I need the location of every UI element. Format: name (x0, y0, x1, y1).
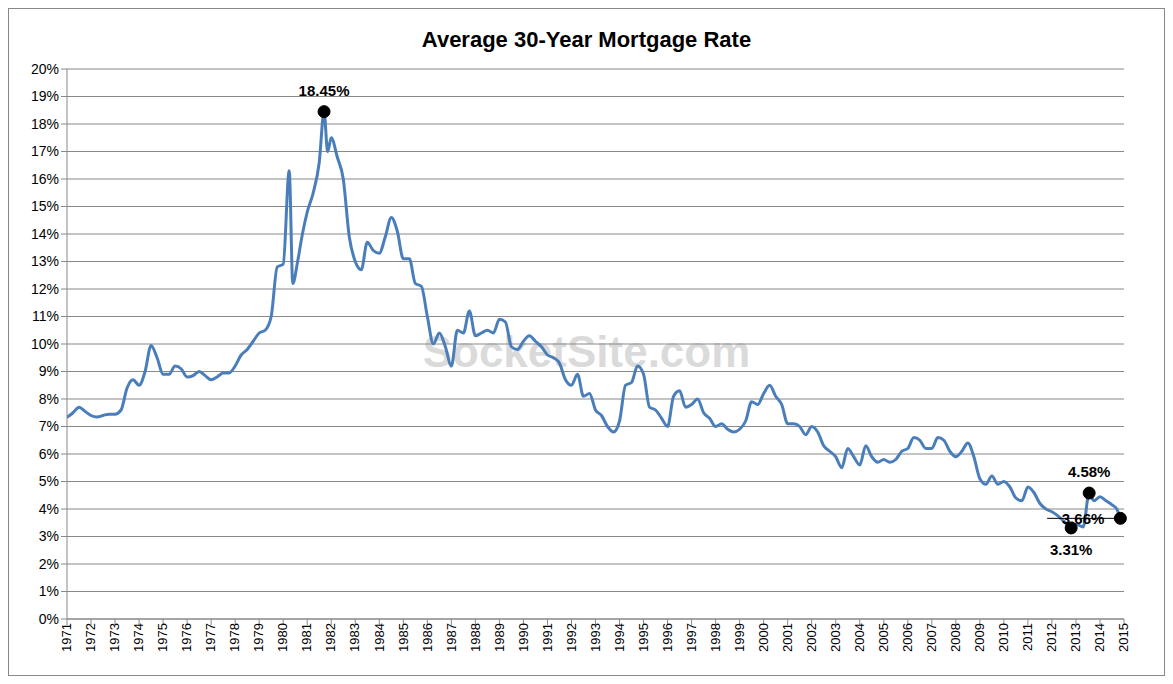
svg-text:2008: 2008 (948, 623, 963, 652)
svg-text:1971: 1971 (59, 623, 74, 652)
svg-text:1976: 1976 (179, 623, 194, 652)
svg-text:1973: 1973 (107, 623, 122, 652)
svg-text:20%: 20% (31, 61, 59, 77)
svg-text:1996: 1996 (660, 623, 675, 652)
svg-text:1990: 1990 (516, 623, 531, 652)
svg-text:2009: 2009 (972, 623, 987, 652)
svg-text:1997: 1997 (684, 623, 699, 652)
svg-text:3.66%: 3.66% (1062, 510, 1105, 527)
svg-text:1992: 1992 (564, 623, 579, 652)
svg-text:2000: 2000 (756, 623, 771, 652)
svg-text:12%: 12% (31, 281, 59, 297)
svg-text:4.58%: 4.58% (1068, 463, 1111, 480)
svg-text:1987: 1987 (444, 623, 459, 652)
svg-text:13%: 13% (31, 253, 59, 269)
svg-text:1978: 1978 (227, 623, 242, 652)
svg-text:1984: 1984 (372, 623, 387, 652)
svg-text:16%: 16% (31, 171, 59, 187)
svg-text:2014: 2014 (1092, 623, 1107, 652)
svg-text:1986: 1986 (420, 623, 435, 652)
svg-text:2010: 2010 (996, 623, 1011, 652)
svg-text:10%: 10% (31, 336, 59, 352)
svg-text:1994: 1994 (612, 623, 627, 652)
svg-text:19%: 19% (31, 88, 59, 104)
html-text:Average 30-Year Mortgage Rate: Average 30-Year Mortgage Rate (421, 27, 752, 52)
svg-text:1972: 1972 (83, 623, 98, 652)
svg-text:2007: 2007 (924, 623, 939, 652)
svg-text:18%: 18% (31, 116, 59, 132)
svg-text:2012: 2012 (1044, 623, 1059, 652)
svg-text:2004: 2004 (852, 623, 867, 652)
svg-text:1982: 1982 (323, 623, 338, 652)
svg-text:6%: 6% (39, 446, 59, 462)
svg-text:1999: 1999 (732, 623, 747, 652)
svg-text:1%: 1% (39, 583, 59, 599)
svg-text:2003: 2003 (828, 623, 843, 652)
svg-text:3%: 3% (39, 528, 59, 544)
svg-text:4%: 4% (39, 501, 59, 517)
svg-text:1985: 1985 (396, 623, 411, 652)
svg-text:3.31%: 3.31% (1050, 541, 1093, 558)
svg-text:2005: 2005 (876, 623, 891, 652)
svg-text:0%: 0% (39, 611, 59, 627)
svg-text:15%: 15% (31, 198, 59, 214)
svg-text:1979: 1979 (251, 623, 266, 652)
svg-text:1991: 1991 (540, 623, 555, 652)
svg-text:1975: 1975 (155, 623, 170, 652)
svg-text:1981: 1981 (299, 623, 314, 652)
svg-text:7%: 7% (39, 418, 59, 434)
svg-text:1977: 1977 (203, 623, 218, 652)
svg-text:14%: 14% (31, 226, 59, 242)
svg-text:9%: 9% (39, 363, 59, 379)
svg-text:1989: 1989 (492, 623, 507, 652)
svg-text:2001: 2001 (780, 623, 795, 652)
svg-text:11%: 11% (32, 308, 59, 324)
svg-text:1995: 1995 (636, 623, 651, 652)
svg-text:1980: 1980 (275, 623, 290, 652)
svg-text:2006: 2006 (900, 623, 915, 652)
svg-text:17%: 17% (31, 143, 59, 159)
html-text:SocketSite.com: SocketSite.com (422, 327, 751, 376)
svg-text:2002: 2002 (804, 623, 819, 652)
svg-text:2013: 2013 (1068, 623, 1083, 652)
svg-text:8%: 8% (39, 391, 59, 407)
svg-text:1993: 1993 (588, 623, 603, 652)
svg-text:1998: 1998 (708, 623, 723, 652)
svg-text:1988: 1988 (468, 623, 483, 652)
svg-text:1974: 1974 (131, 623, 146, 652)
svg-text:5%: 5% (39, 473, 59, 489)
svg-text:2011: 2011 (1020, 623, 1035, 651)
svg-text:2015: 2015 (1116, 623, 1131, 652)
svg-text:1983: 1983 (348, 623, 363, 652)
svg-text:2%: 2% (39, 556, 59, 572)
svg-text:18.45%: 18.45% (299, 82, 350, 99)
